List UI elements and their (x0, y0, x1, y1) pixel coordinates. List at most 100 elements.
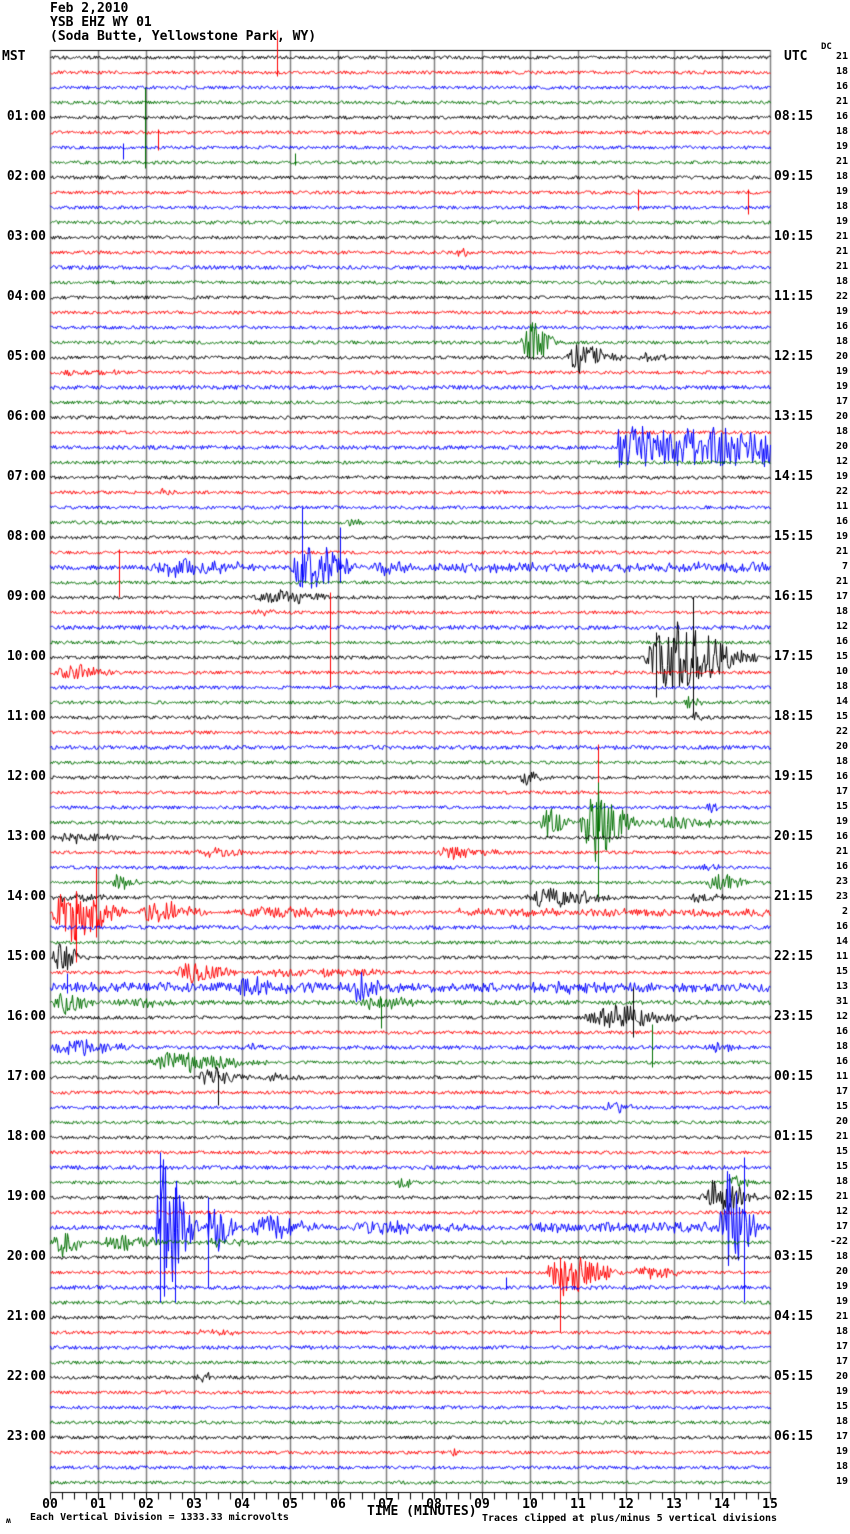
header-station: YSB EHZ WY 01 (50, 15, 152, 30)
mst-time-label: 23:00 (6, 1429, 46, 1444)
dc-offset-value: 20 (835, 1116, 848, 1127)
dc-offset-value: 11 (835, 1071, 848, 1082)
dc-offset-value: 16 (835, 861, 848, 872)
dc-offset-value: 18 (835, 336, 848, 347)
dc-offset-value: 14 (835, 936, 848, 947)
dc-offset-value: 11 (835, 951, 848, 962)
utc-time-label: 06:15 (774, 1429, 814, 1444)
dc-offset-value: 2 (841, 906, 848, 917)
utc-time-label: 05:15 (774, 1369, 814, 1384)
dc-offset-value: 16 (835, 771, 848, 782)
dc-offset-value: 18 (835, 1461, 848, 1472)
dc-offset-value: 16 (835, 81, 848, 92)
x-axis-tick-label: 10 (522, 1497, 538, 1512)
utc-time-label: 08:15 (774, 109, 814, 124)
utc-axis-label: UTC (784, 49, 808, 64)
dc-offset-value: 21 (835, 846, 848, 857)
x-axis-tick-label: 02 (138, 1497, 154, 1512)
header-date: Feb 2,2010 (50, 1, 129, 16)
dc-offset-value: 22 (835, 726, 848, 737)
x-axis-tick-label: 14 (714, 1497, 730, 1512)
mst-time-label: 14:00 (6, 889, 46, 904)
dc-offset-value: 16 (835, 1026, 848, 1037)
x-axis-tick-label: 01 (90, 1497, 106, 1512)
mst-time-label: 03:00 (6, 229, 46, 244)
dc-offset-value: 12 (835, 456, 848, 467)
dc-offset-value: 16 (835, 1056, 848, 1067)
dc-offset-value: 12 (835, 1011, 848, 1022)
mst-axis-label: MST (2, 49, 26, 64)
dc-offset-value: 21 (835, 246, 848, 257)
mst-time-label: 18:00 (6, 1129, 46, 1144)
dc-offset-value: 20 (835, 351, 848, 362)
utc-time-label: 21:15 (774, 889, 814, 904)
dc-offset-value: 21 (835, 1311, 848, 1322)
dc-offset-value: 18 (835, 126, 848, 137)
dc-offset-value: 12 (835, 621, 848, 632)
dc-offset-value: 21 (835, 96, 848, 107)
dc-offset-value: 15 (835, 1161, 848, 1172)
utc-time-label: 17:15 (774, 649, 814, 664)
dc-offset-value: 15 (835, 711, 848, 722)
dc-offset-value: 19 (835, 381, 848, 392)
dc-offset-value: 18 (835, 426, 848, 437)
mst-time-label: 02:00 (6, 169, 46, 184)
utc-time-label: 13:15 (774, 409, 814, 424)
dc-offset-value: 20 (835, 741, 848, 752)
utc-time-label: 19:15 (774, 769, 814, 784)
mst-time-label: 22:00 (6, 1369, 46, 1384)
dc-offset-value: 14 (835, 696, 848, 707)
x-axis-tick-label: 08 (426, 1497, 442, 1512)
x-axis-tick-label: 13 (666, 1497, 682, 1512)
utc-time-label: 18:15 (774, 709, 814, 724)
dc-offset-value: 18 (835, 276, 848, 287)
dc-offset-value: 16 (835, 831, 848, 842)
corner-mark: ʍ (6, 1516, 11, 1525)
dc-offset-value: 18 (835, 66, 848, 77)
x-axis-tick-label: 04 (234, 1497, 250, 1512)
dc-offset-value: 19 (835, 1446, 848, 1457)
x-axis-tick-label: 00 (42, 1497, 58, 1512)
utc-time-label: 09:15 (774, 169, 814, 184)
dc-offset-value: 16 (835, 636, 848, 647)
dc-offset-value: 17 (835, 1086, 848, 1097)
utc-time-label: 11:15 (774, 289, 814, 304)
x-axis-tick-label: 05 (282, 1497, 298, 1512)
dc-offset-value: 17 (835, 1356, 848, 1367)
dc-offset-value: 19 (835, 1476, 848, 1487)
dc-offset-value: 18 (835, 756, 848, 767)
x-axis-tick-label: 15 (762, 1497, 778, 1512)
mst-time-label: 13:00 (6, 829, 46, 844)
dc-offset-value: 15 (835, 651, 848, 662)
dc-offset-value: 20 (835, 1371, 848, 1382)
utc-time-label: 20:15 (774, 829, 814, 844)
dc-offset-value: 19 (835, 531, 848, 542)
dc-offset-value: 15 (835, 1401, 848, 1412)
mst-time-label: 04:00 (6, 289, 46, 304)
dc-offset-value: 19 (835, 1386, 848, 1397)
mst-time-label: 15:00 (6, 949, 46, 964)
mst-time-label: 21:00 (6, 1309, 46, 1324)
mst-time-label: 16:00 (6, 1009, 46, 1024)
dc-offset-value: 19 (835, 1281, 848, 1292)
dc-offset-value: 20 (835, 411, 848, 422)
utc-time-label: 22:15 (774, 949, 814, 964)
mst-time-label: 06:00 (6, 409, 46, 424)
dc-offset-value: 18 (835, 1416, 848, 1427)
dc-offset-value: 19 (835, 186, 848, 197)
dc-offset-value: 21 (835, 1191, 848, 1202)
dc-offset-value: 17 (835, 396, 848, 407)
dc-offset-value: 18 (835, 201, 848, 212)
utc-time-label: 00:15 (774, 1069, 814, 1084)
dc-offset-value: 19 (835, 816, 848, 827)
dc-offset-value: 21 (835, 156, 848, 167)
dc-offset-value: 15 (835, 1101, 848, 1112)
dc-offset-value: 19 (835, 306, 848, 317)
clip-note: Traces clipped at plus/minus 5 vertical … (482, 1513, 778, 1524)
dc-offset-value: 19 (835, 216, 848, 227)
mst-time-label: 12:00 (6, 769, 46, 784)
dc-offset-value: 21 (835, 51, 848, 62)
dc-offset-value: 15 (835, 801, 848, 812)
dc-offset-value: 17 (835, 1341, 848, 1352)
